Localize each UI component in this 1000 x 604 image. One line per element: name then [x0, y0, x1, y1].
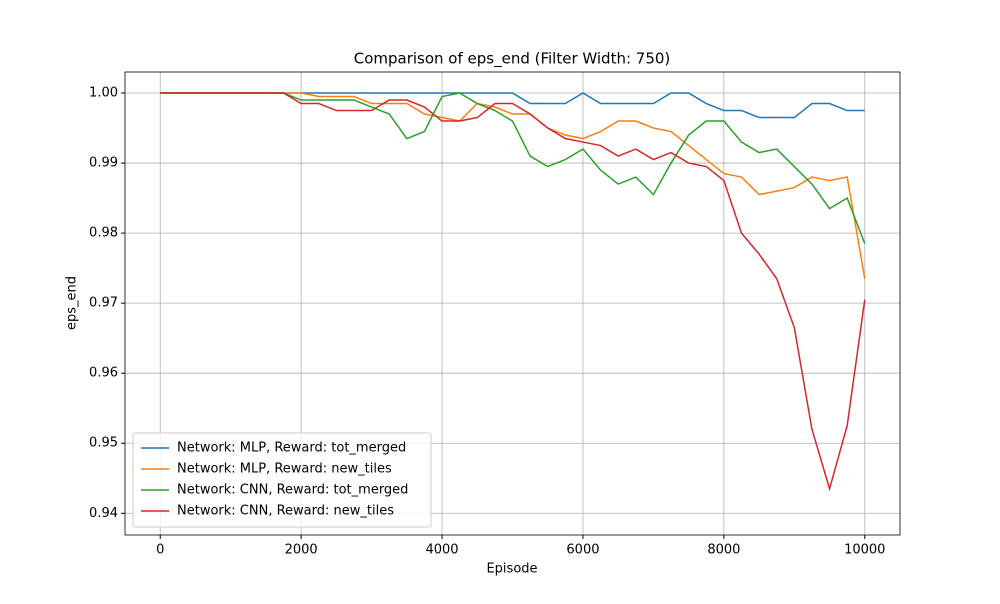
x-tick-label: 8000: [707, 543, 740, 558]
legend-label: Network: MLP, Reward: new_tiles: [177, 462, 392, 477]
y-tick-label: 1.00: [89, 86, 118, 101]
legend-label: Network: CNN, Reward: tot_merged: [177, 483, 408, 498]
x-tick-label: 0: [156, 543, 164, 558]
x-tick-label: 4000: [425, 543, 458, 558]
legend-box: [132, 432, 432, 528]
y-tick-label: 0.98: [89, 226, 118, 241]
y-tick-label: 0.95: [89, 436, 118, 451]
plot-frame: [124, 71, 901, 536]
legend-label: Network: MLP, Reward: tot_merged: [177, 441, 406, 456]
x-tick-label: 2000: [285, 543, 318, 558]
x-axis-label: Episode: [486, 562, 537, 577]
x-tick-label: 10000: [844, 543, 885, 558]
chart-title: Comparison of eps_end (Filter Width: 750…: [354, 50, 671, 69]
y-tick-label: 0.96: [89, 366, 118, 381]
legend-label: Network: CNN, Reward: new_tiles: [177, 504, 394, 519]
legend: Network: MLP, Reward: tot_merged Network:…: [132, 432, 432, 528]
y-tick-label: 0.97: [89, 296, 118, 311]
y-tick-label: 0.99: [89, 156, 118, 171]
y-axis-label: eps_end: [65, 276, 80, 330]
y-tick-label: 0.94: [89, 506, 118, 521]
series-line: [160, 92, 866, 492]
series-line: [160, 92, 866, 244]
x-tick-label: 6000: [566, 543, 599, 558]
